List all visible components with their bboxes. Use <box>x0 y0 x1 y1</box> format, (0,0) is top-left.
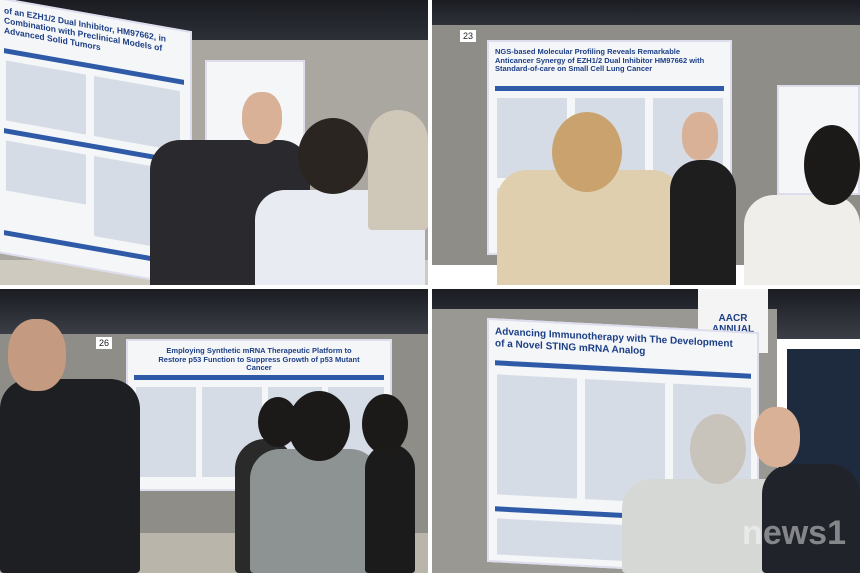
ceiling <box>0 289 428 334</box>
person <box>762 464 860 573</box>
figure <box>497 374 577 499</box>
photo-panel: of an EZH1/2 Dual Inhibitor, HM97662, in… <box>0 0 428 285</box>
person <box>365 444 415 573</box>
person <box>744 195 860 285</box>
person-head <box>362 394 408 454</box>
watermark: news1 <box>742 514 846 552</box>
person-head <box>552 112 622 192</box>
person <box>250 449 380 573</box>
person-head <box>754 407 800 467</box>
figure <box>6 60 86 135</box>
figure <box>6 140 86 205</box>
person <box>368 110 428 230</box>
band <box>134 375 384 380</box>
figure <box>136 387 196 477</box>
board-number: 23 <box>460 30 477 42</box>
person-head <box>242 92 282 144</box>
photo-panel: AACR ANNUAL MEETING 2025 CHICAGO Advanci… <box>432 289 860 573</box>
person <box>670 160 736 285</box>
person <box>0 379 140 573</box>
photo-panel: 26 Employing Synthetic mRNA Therapeutic … <box>0 289 428 573</box>
photo-panel: 23 NGS-based Molecular Profiling Reveals… <box>432 0 860 285</box>
person-head <box>288 391 350 461</box>
board-number: 26 <box>96 337 113 349</box>
band <box>495 86 724 91</box>
poster-title: NGS-based Molecular Profiling Reveals Re… <box>495 47 705 74</box>
poster-title: Employing Synthetic mRNA Therapeutic Pla… <box>158 346 360 373</box>
poster-title: Advancing Immunotherapy with The Develop… <box>495 326 733 357</box>
figure <box>94 76 180 152</box>
person-head <box>690 414 746 484</box>
person-head <box>682 112 718 160</box>
person-head <box>8 319 66 391</box>
person-head <box>804 125 860 205</box>
person-head <box>298 118 368 194</box>
